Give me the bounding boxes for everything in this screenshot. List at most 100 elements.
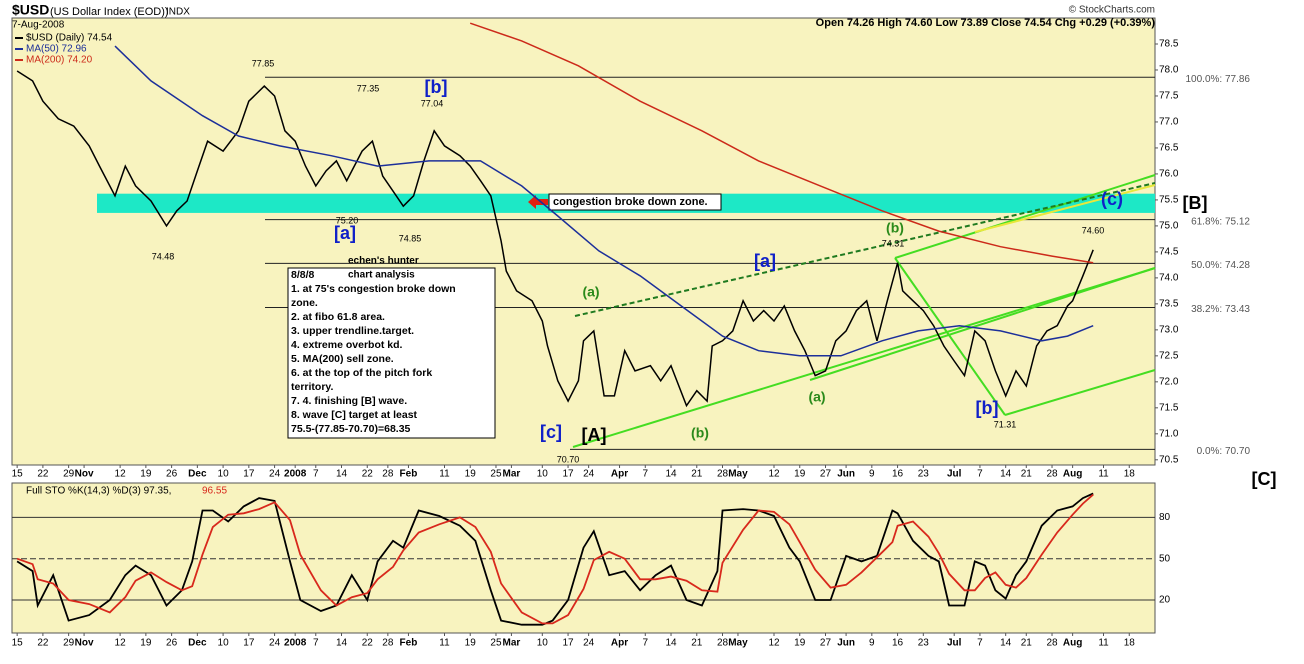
- y-tick-label: 73.0: [1159, 325, 1179, 336]
- x-tick-label: 19: [465, 469, 477, 480]
- date: 7-Aug-2008: [12, 20, 65, 31]
- x-tick-label: 2008: [284, 638, 307, 649]
- annotation: [c]: [540, 422, 562, 442]
- analysis-line: 4. extreme overbot kd.: [291, 339, 403, 351]
- x-tick-label: 7: [977, 638, 983, 649]
- trendline: [894, 257, 1006, 416]
- series-line: [469, 22, 1094, 264]
- y-tick-label: 72.0: [1159, 376, 1179, 387]
- x-tick-label: 7: [313, 469, 319, 480]
- y-tick-label: 77.5: [1159, 91, 1179, 102]
- x-tick-label: Dec: [188, 469, 207, 480]
- x-tick-label: 12: [115, 469, 127, 480]
- x-tick-label: Jun: [837, 638, 855, 649]
- x-tick-label: 18: [1124, 469, 1136, 480]
- x-tick-label: 14: [665, 469, 677, 480]
- annotation: 70.70: [557, 454, 580, 464]
- x-tick-label: 19: [140, 638, 152, 649]
- annotation: [A]: [582, 425, 607, 445]
- x-tick-label: Jun: [837, 469, 855, 480]
- x-tick-label: Nov: [75, 638, 94, 649]
- annotation: [a]: [334, 223, 356, 243]
- trendline: [1004, 369, 1156, 416]
- x-tick-label: 28: [717, 638, 729, 649]
- y-tick-label: 71.0: [1159, 428, 1179, 439]
- x-tick-label: 7: [977, 469, 983, 480]
- fib-label: 0.0%: 70.70: [1197, 446, 1251, 457]
- fib-label: 38.2%: 73.43: [1191, 304, 1250, 315]
- analysis-line: 7. 4. finishing [B] wave.: [291, 395, 407, 407]
- zone-label-box: [548, 193, 722, 211]
- series-line: [16, 493, 1094, 625]
- annotation: [B]: [1183, 193, 1208, 213]
- x-tick-label: 7: [313, 638, 319, 649]
- x-tick-label: 14: [1000, 638, 1012, 649]
- y-tick-label: 70.5: [1159, 454, 1179, 465]
- annotation: [b]: [976, 398, 999, 418]
- x-tick-label: Jul: [947, 469, 962, 480]
- x-tick-label: Feb: [400, 638, 418, 649]
- index-name: (US Dollar Index (EOD)): [50, 6, 169, 18]
- x-tick-label: 14: [1000, 469, 1012, 480]
- analysis-line: 8/8/8: [291, 269, 315, 281]
- x-tick-label: 15: [12, 638, 24, 649]
- annotation: (b): [886, 220, 904, 236]
- x-tick-label: 16: [892, 469, 904, 480]
- y-tick-label: 78.5: [1159, 39, 1179, 50]
- x-tick-label: 2008: [284, 469, 307, 480]
- x-tick-label: Dec: [188, 638, 207, 649]
- analysis-line: 2. at fibo 61.8 area.: [291, 311, 385, 323]
- x-tick-label: 22: [37, 638, 49, 649]
- trendline: [894, 174, 1156, 259]
- y-tick-label: 20: [1159, 595, 1171, 606]
- x-tick-label: 24: [583, 469, 595, 480]
- y-tick-label: 73.5: [1159, 299, 1179, 310]
- x-tick-label: 23: [918, 469, 930, 480]
- x-tick-label: 27: [820, 638, 832, 649]
- trendline: [974, 184, 1156, 233]
- annotation: (b): [691, 425, 709, 441]
- x-tick-label: May: [728, 638, 748, 649]
- y-tick-label: 72.5: [1159, 350, 1179, 361]
- x-tick-label: 14: [665, 638, 677, 649]
- x-tick-label: Apr: [611, 638, 628, 649]
- x-tick-label: 11: [1098, 469, 1109, 480]
- x-tick-label: 25: [490, 638, 502, 649]
- y-tick-label: 76.0: [1159, 169, 1179, 180]
- x-tick-label: 21: [691, 638, 703, 649]
- analysis-line: 1. at 75's congestion broke down: [291, 283, 456, 295]
- x-tick-label: 22: [362, 469, 374, 480]
- x-tick-label: Mar: [503, 638, 521, 649]
- analysis-subtitle: chart analysis: [348, 270, 415, 281]
- y-tick-label: 71.5: [1159, 402, 1179, 413]
- annotation: 77.35: [357, 83, 380, 93]
- x-tick-label: 17: [562, 638, 574, 649]
- x-tick-label: 28: [382, 469, 394, 480]
- annotation: (c): [1101, 189, 1123, 209]
- symbol: $USD: [12, 2, 49, 18]
- x-tick-label: 28: [1046, 638, 1058, 649]
- x-tick-label: 21: [1021, 469, 1033, 480]
- y-tick-label: 76.5: [1159, 143, 1179, 154]
- x-tick-label: 9: [869, 638, 875, 649]
- annotation: 74.60: [1082, 225, 1105, 235]
- y-tick-label: 74.5: [1159, 247, 1179, 258]
- annotation: [C]: [1252, 469, 1277, 489]
- series-line: [16, 70, 1094, 408]
- x-tick-label: 10: [537, 638, 549, 649]
- annotation: 71.31: [994, 419, 1017, 429]
- analysis-title: echen's hunter: [348, 256, 419, 267]
- analysis-line: 3. upper trendline.target.: [291, 325, 414, 337]
- stoch-panel: [11, 482, 1156, 634]
- annotation: 77.04: [421, 98, 444, 108]
- annotation: 74.48: [152, 251, 175, 261]
- annotation: 75.20: [336, 215, 359, 225]
- annotation: (a): [582, 284, 599, 300]
- analysis-line: zone.: [291, 297, 318, 309]
- x-tick-label: 28: [717, 469, 729, 480]
- x-tick-label: 11: [439, 469, 450, 480]
- x-tick-label: 29: [63, 469, 75, 480]
- y-tick-label: 74.0: [1159, 273, 1179, 284]
- x-tick-label: 14: [336, 638, 348, 649]
